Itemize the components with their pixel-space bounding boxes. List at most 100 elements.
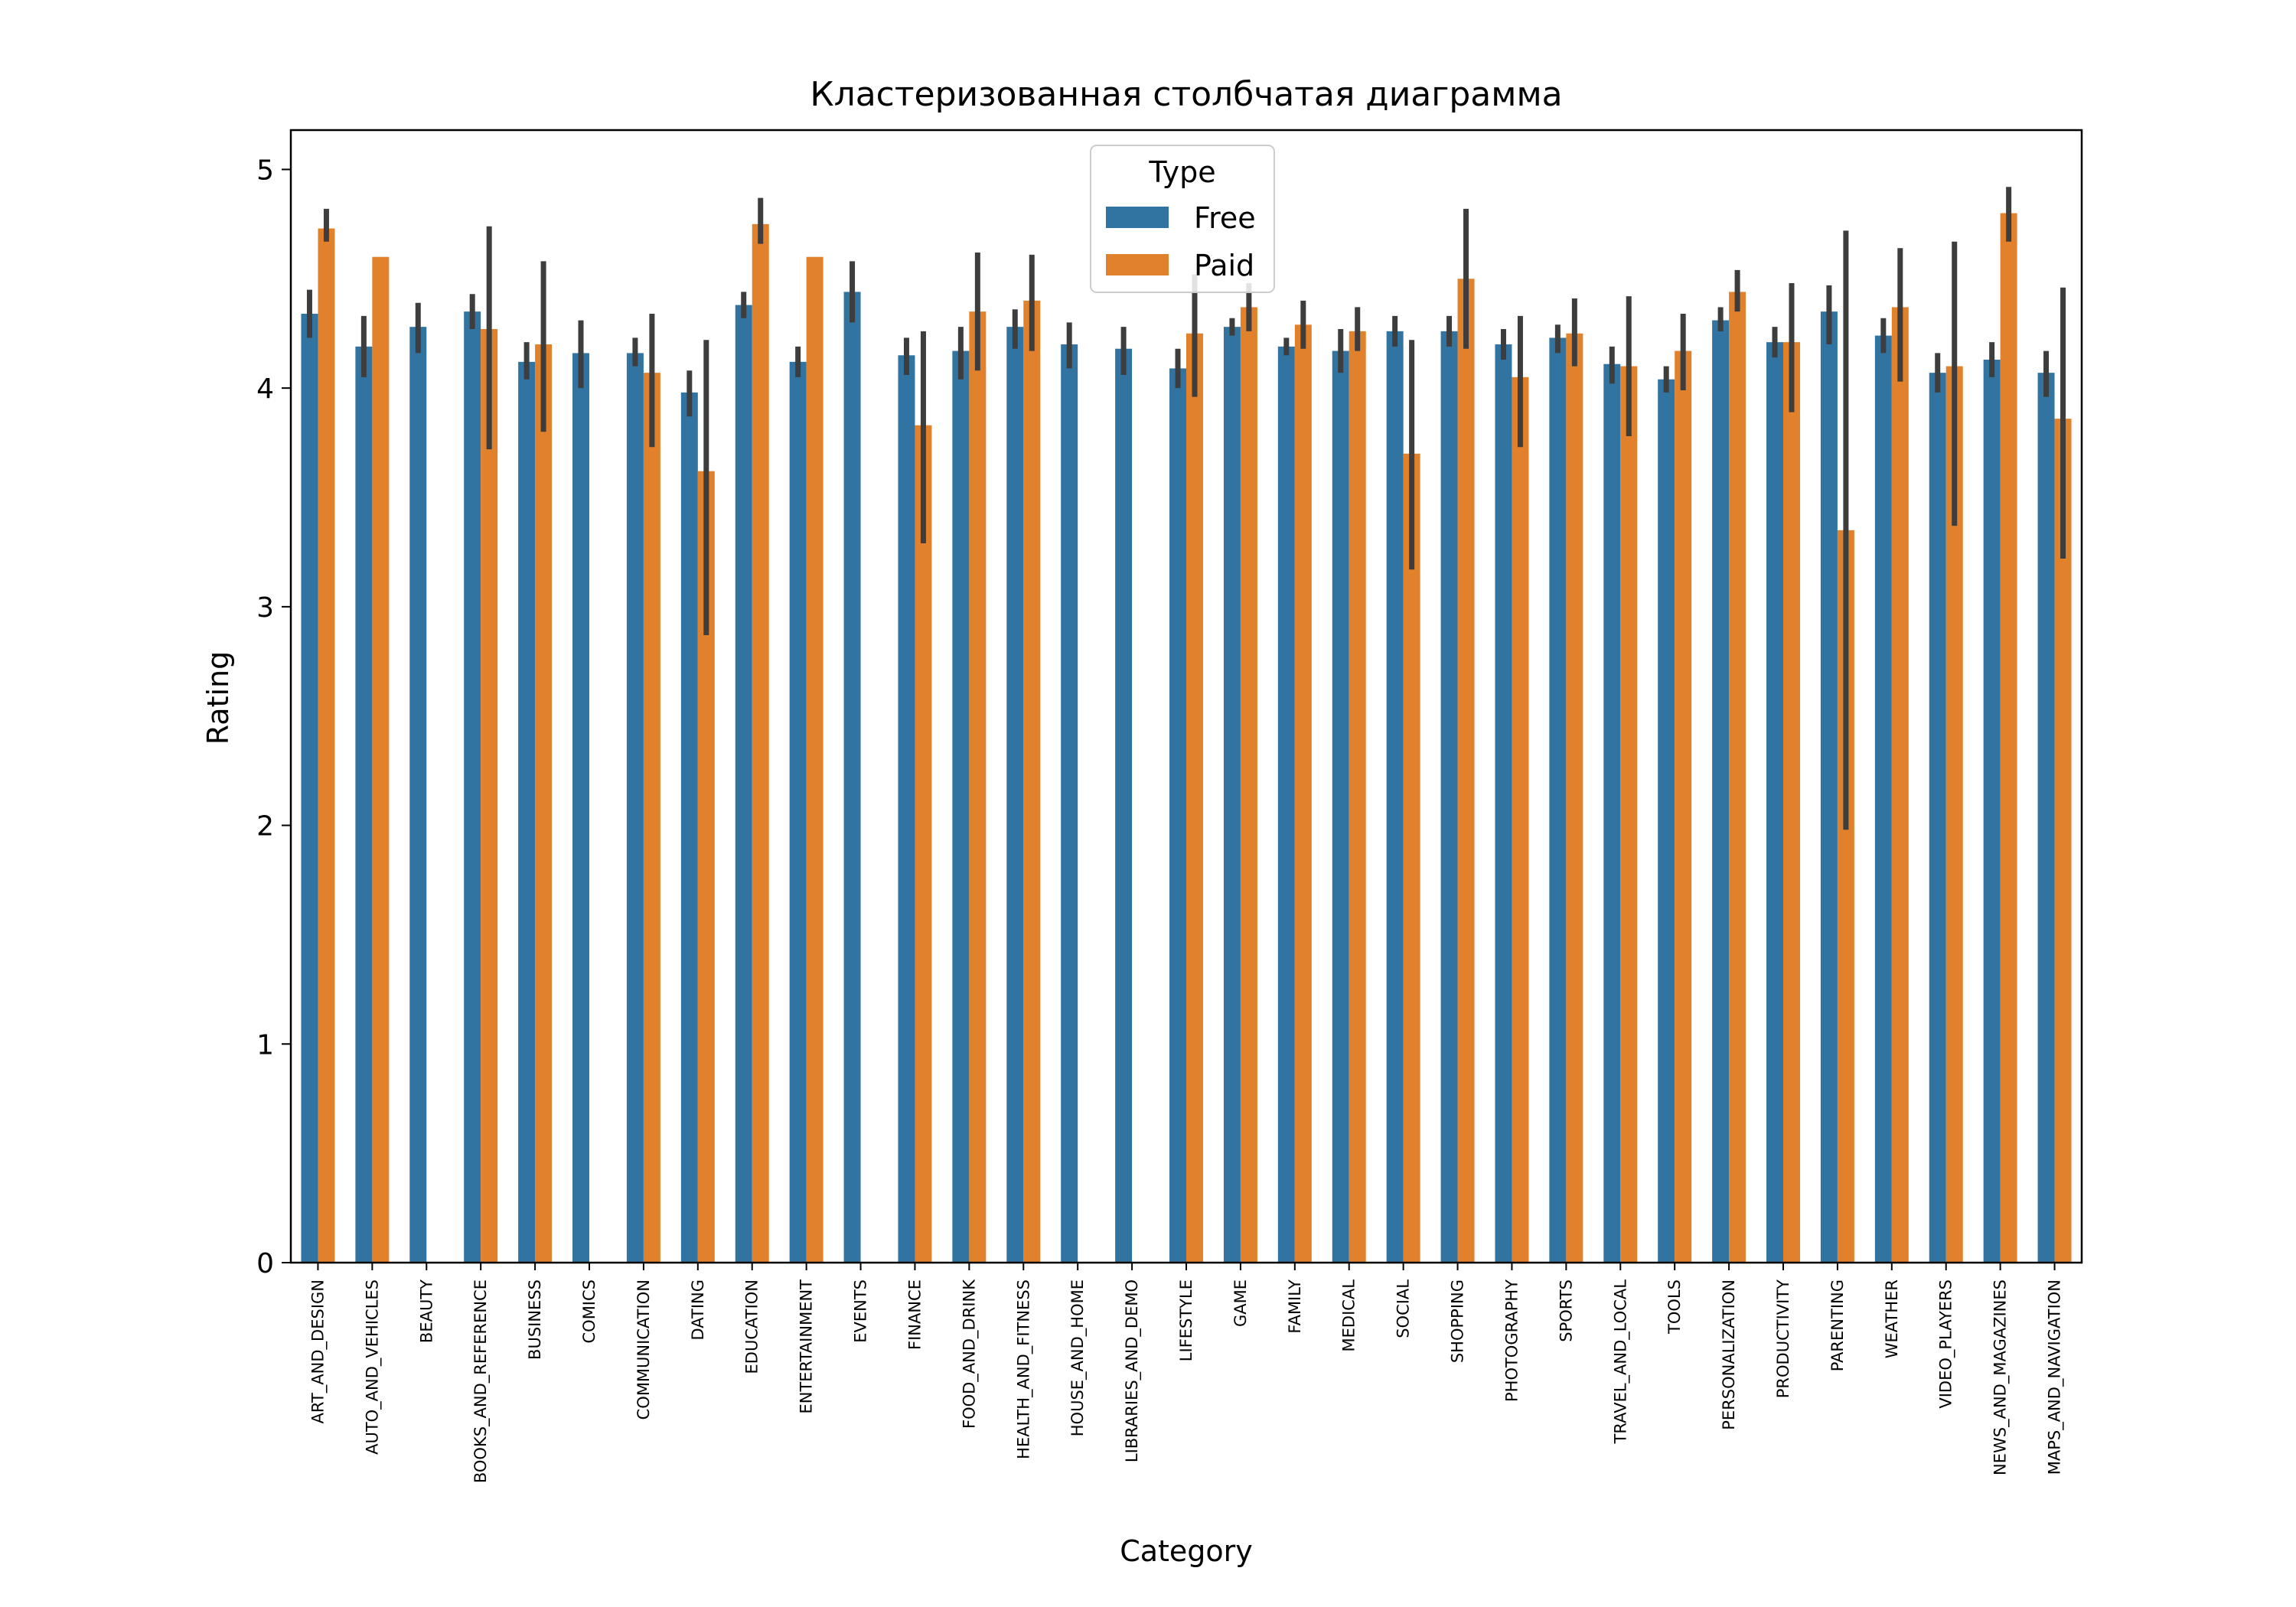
y-tick-label: 4	[256, 373, 274, 405]
bar-free-comics	[572, 353, 589, 1263]
bar-paid-books-and-reference	[481, 329, 498, 1263]
x-tick-label: DATING	[689, 1279, 707, 1341]
x-tick-label: HEALTH_AND_FITNESS	[1014, 1279, 1033, 1459]
bar-paid-productivity	[1783, 342, 1800, 1263]
bar-paid-art-and-design	[318, 228, 335, 1263]
x-tick-label: LIFESTYLE	[1177, 1279, 1195, 1361]
bar-free-sports	[1549, 337, 1567, 1263]
x-tick-label: PERSONALIZATION	[1720, 1279, 1738, 1430]
bar-paid-business	[535, 344, 553, 1263]
x-tick-label: EDUCATION	[743, 1279, 762, 1374]
x-tick-label: COMICS	[580, 1279, 598, 1344]
bar-free-art-and-design	[301, 314, 318, 1263]
chart-title: Кластеризованная столбчатая диаграмма	[810, 75, 1562, 114]
legend: Type Free Paid	[1090, 145, 1275, 293]
bar-free-maps-and-navigation	[2037, 373, 2055, 1263]
y-tick-label: 2	[256, 811, 274, 843]
y-axis-label: Rating	[201, 651, 235, 745]
bar-free-education	[735, 305, 752, 1263]
bar-free-medical	[1332, 350, 1349, 1263]
bar-paid-food-and-drink	[969, 311, 987, 1263]
bar-paid-photography	[1512, 376, 1529, 1263]
y-tick-label: 5	[256, 155, 274, 186]
x-tick-label: VIDEO_PLAYERS	[1937, 1279, 1956, 1409]
y-tick-label: 0	[256, 1248, 274, 1279]
x-tick-label: TRAVEL_AND_LOCAL	[1611, 1279, 1630, 1445]
y-tick-label: 1	[256, 1029, 274, 1061]
bar-paid-travel-and-local	[1620, 366, 1638, 1263]
x-tick-label: SPORTS	[1557, 1279, 1575, 1342]
x-tick-label: SOCIAL	[1394, 1279, 1413, 1338]
bar-free-house-and-home	[1061, 344, 1078, 1263]
bar-free-entertainment	[789, 361, 807, 1263]
bar-free-shopping	[1440, 331, 1458, 1263]
bar-paid-personalization	[1729, 292, 1746, 1263]
x-tick-label: PARENTING	[1828, 1279, 1847, 1371]
legend-label-paid: Paid	[1194, 249, 1254, 282]
bar-free-libraries-and-demo	[1115, 348, 1133, 1263]
bar-free-social	[1386, 331, 1404, 1263]
bar-paid-lifestyle	[1186, 333, 1203, 1263]
bar-free-health-and-fitness	[1006, 327, 1024, 1263]
bar-paid-entertainment	[806, 256, 823, 1263]
bar-paid-sports	[1566, 333, 1583, 1263]
x-tick-label: PHOTOGRAPHY	[1502, 1279, 1521, 1402]
bar-paid-shopping	[1457, 279, 1475, 1263]
bar-free-tools	[1658, 379, 1675, 1263]
bar-free-business	[518, 361, 536, 1263]
bar-free-books-and-reference	[464, 311, 481, 1263]
bar-paid-parenting	[1837, 530, 1854, 1263]
bar-paid-auto-and-vehicles	[372, 256, 390, 1263]
bar-free-productivity	[1766, 342, 1783, 1263]
x-tick-label: FOOD_AND_DRINK	[960, 1279, 979, 1429]
x-tick-label: ART_AND_DESIGN	[308, 1279, 328, 1423]
x-tick-label: MEDICAL	[1340, 1279, 1358, 1352]
bar-paid-weather	[1891, 307, 1909, 1263]
x-tick-label: PRODUCTIVITY	[1774, 1279, 1792, 1398]
x-tick-label: AUTO_AND_VEHICLES	[363, 1279, 382, 1455]
bar-paid-maps-and-navigation	[2054, 419, 2072, 1263]
bar-free-news-and-magazines	[1983, 360, 2001, 1263]
x-tick-label: COMMUNICATION	[634, 1279, 653, 1420]
bar-free-beauty	[409, 327, 427, 1263]
bar-paid-game	[1240, 307, 1257, 1263]
x-tick-label: HOUSE_AND_HOME	[1068, 1279, 1088, 1436]
bar-free-communication	[626, 353, 644, 1263]
x-axis: ART_AND_DESIGN AUTO_AND_VEHICLES BEAUTY BOO…	[308, 1263, 2065, 1483]
x-tick-label: BOOKS_AND_REFERENCE	[471, 1279, 491, 1483]
bar-free-auto-and-vehicles	[355, 346, 373, 1263]
bar-paid-tools	[1675, 350, 1692, 1263]
plot-area	[301, 187, 2072, 1263]
x-tick-label: LIBRARIES_AND_DEMO	[1123, 1279, 1142, 1462]
bar-free-parenting	[1820, 311, 1838, 1263]
bar-paid-finance	[915, 425, 932, 1263]
x-axis-label: Category	[1120, 1534, 1253, 1568]
bar-paid-news-and-magazines	[2000, 213, 2017, 1263]
x-tick-label: SHOPPING	[1449, 1279, 1467, 1363]
x-tick-label: ENTERTAINMENT	[797, 1279, 816, 1414]
x-tick-label: NEWS_AND_MAGAZINES	[1991, 1279, 2011, 1475]
bar-free-travel-and-local	[1603, 363, 1621, 1263]
bar-free-lifestyle	[1169, 368, 1186, 1263]
bar-free-weather	[1874, 335, 1892, 1263]
bar-free-dating	[680, 392, 698, 1263]
bar-paid-health-and-fitness	[1023, 300, 1041, 1263]
bar-free-personalization	[1712, 320, 1730, 1263]
x-tick-label: EVENTS	[852, 1279, 870, 1343]
x-tick-label: FAMILY	[1286, 1279, 1304, 1334]
y-tick-label: 3	[256, 592, 274, 624]
y-axis: 0 1 2 3 4 5	[256, 155, 291, 1279]
x-tick-label: GAME	[1231, 1279, 1250, 1327]
bar-free-game	[1223, 327, 1241, 1263]
plot-frame	[289, 129, 2083, 1264]
bar-paid-medical	[1349, 331, 1366, 1263]
x-tick-label: BUSINESS	[526, 1279, 544, 1360]
bar-free-events	[843, 292, 861, 1263]
legend-label-free: Free	[1194, 201, 1256, 235]
x-tick-label: WEATHER	[1883, 1279, 1901, 1358]
bar-free-food-and-drink	[952, 350, 970, 1263]
bar-paid-video-players	[1945, 366, 1963, 1263]
bar-paid-communication	[643, 373, 660, 1263]
legend-swatch-free	[1106, 207, 1169, 228]
x-tick-label: TOOLS	[1665, 1279, 1684, 1335]
